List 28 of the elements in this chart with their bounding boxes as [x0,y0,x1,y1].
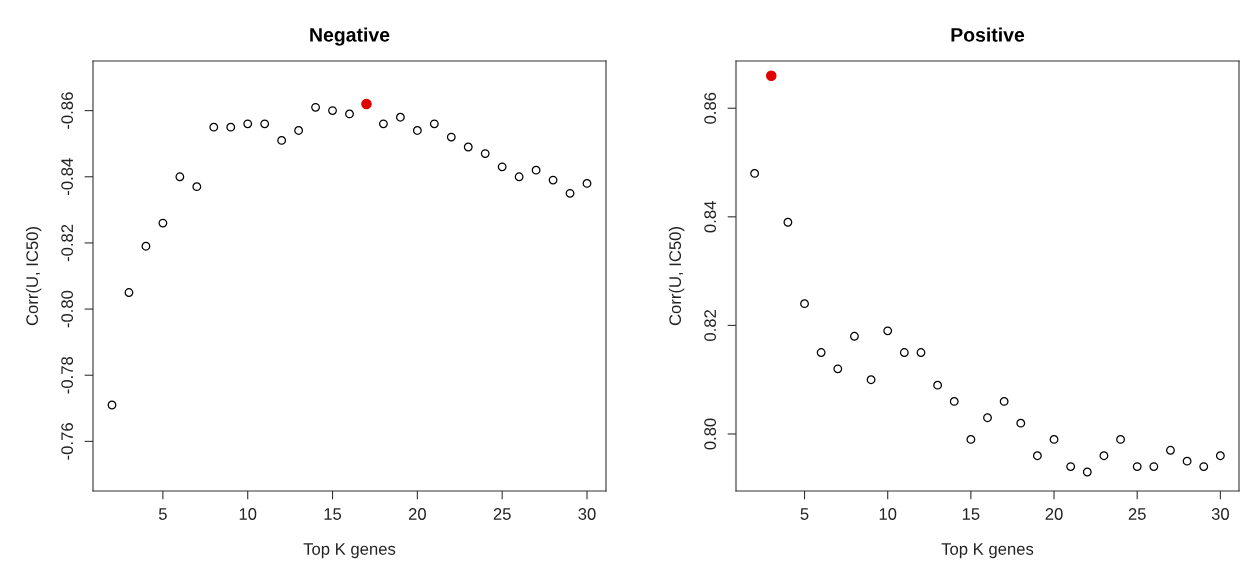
y-tick-label: 0.82 [704,310,717,341]
y-axis-title: Corr(U, IC50) [25,227,42,326]
x-tick-label: 5 [158,508,167,520]
y-tick-label: -0.86 [61,92,74,129]
y-tick-label: 0.80 [704,418,717,450]
y-tick-label: -0.78 [61,356,74,394]
x-tick-label: 25 [1128,508,1146,520]
x-tick-label: 5 [800,508,809,520]
y-tick-label: -0.82 [61,224,74,262]
chart-title: Positive [951,27,1025,42]
x-tick-label: 20 [1045,508,1063,520]
y-tick-label: 0.84 [704,201,717,233]
x-tick-label: 10 [879,508,897,520]
y-tick-label: -0.84 [61,158,74,196]
x-tick-label: 15 [962,508,980,520]
x-tick-label: 25 [493,508,511,520]
y-tick-label: -0.76 [61,423,74,460]
x-tick-label: 30 [1211,508,1229,520]
x-tick-label: 10 [239,508,257,520]
y-tick-label: 0.86 [704,92,717,124]
x-axis-title: Top K genes [941,543,1034,559]
x-axis-title: Top K genes [303,543,396,559]
x-tick-label: 20 [408,508,426,520]
y-axis-title: Corr(U, IC50) [668,227,685,326]
x-tick-label: 15 [324,508,342,520]
y-tick-label: -0.80 [61,290,74,328]
x-tick-label: 30 [578,508,596,520]
chart-title: Negative [310,27,390,46]
